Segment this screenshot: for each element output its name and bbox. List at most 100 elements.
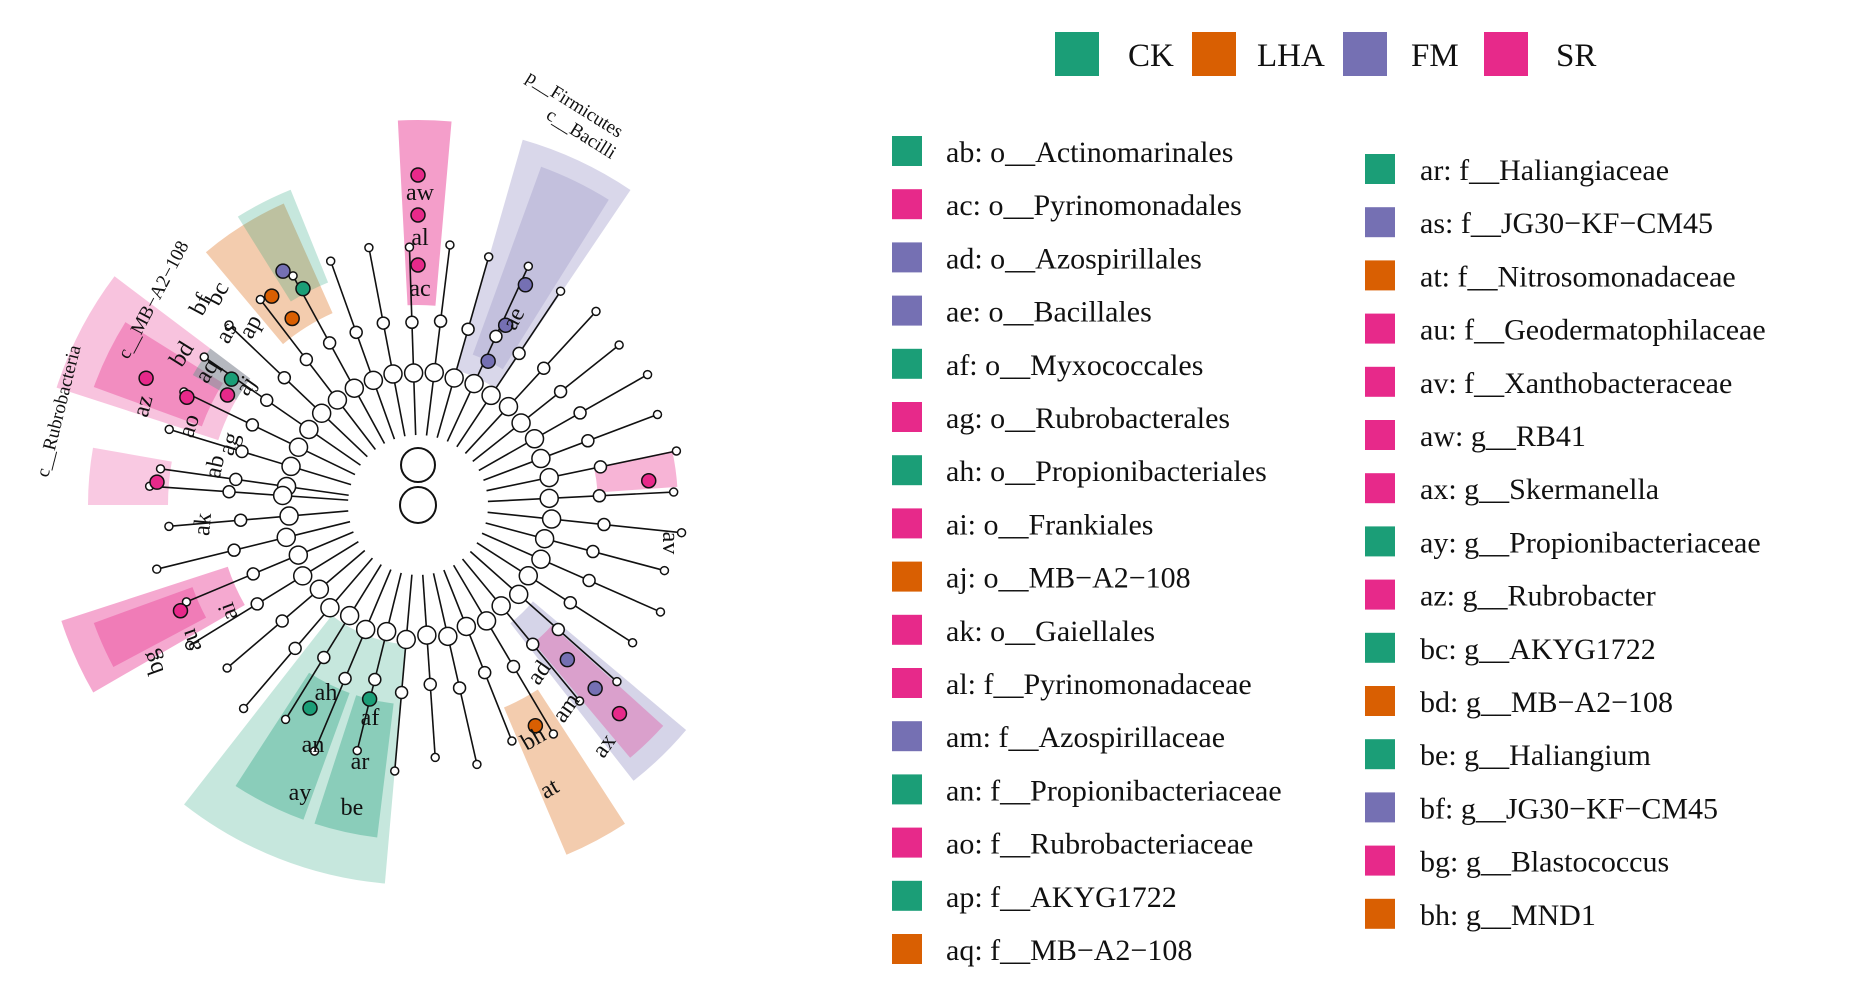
significant-node-20 <box>559 651 576 668</box>
taxon-swatch-left-13 <box>892 827 922 858</box>
taxon-swatch-right-2 <box>1365 260 1395 291</box>
node-1-0 <box>281 456 301 477</box>
node-11-2 <box>483 252 494 262</box>
node-2-1 <box>245 418 260 432</box>
node-28-1 <box>452 681 467 695</box>
node-16-1 <box>573 406 587 420</box>
node-3-0 <box>299 419 319 440</box>
legend-label-fm: FM <box>1411 38 1459 74</box>
node-9-2 <box>404 242 415 252</box>
branch-39 <box>168 510 349 528</box>
taxon-label-left-4: af: o__Myxococcales <box>946 349 1203 382</box>
taxon-label-right-10: bd: g__MB−A2−108 <box>1420 686 1673 719</box>
significant-node-22 <box>611 705 628 722</box>
node-33-0 <box>339 605 360 626</box>
significant-node-21 <box>587 680 603 697</box>
node-21-1 <box>586 544 600 559</box>
legend-label-lha: LHA <box>1257 38 1325 74</box>
node-40-1 <box>222 485 236 499</box>
branch-10 <box>425 244 451 436</box>
node-29-0 <box>417 625 437 645</box>
significant-node-1 <box>410 207 426 223</box>
branch-38 <box>156 520 351 570</box>
taxon-swatch-right-6 <box>1365 473 1395 504</box>
significant-node-12 <box>219 387 236 403</box>
branch-16 <box>478 373 648 472</box>
node-23-0 <box>518 566 539 586</box>
branch-35 <box>226 549 366 669</box>
significant-node-3 <box>517 277 534 293</box>
branch-5 <box>259 299 377 450</box>
node-7-0 <box>363 370 384 391</box>
node-21-0 <box>534 528 555 549</box>
node-27-1 <box>477 665 492 680</box>
node-17-1 <box>581 434 595 448</box>
node-10-2 <box>445 240 455 250</box>
branch-27 <box>443 569 513 742</box>
node-1-2 <box>164 424 174 435</box>
taxon-label-right-13: bg: g__Blastococcus <box>1420 846 1669 879</box>
node-17-0 <box>531 448 551 469</box>
taxon-swatch-right-9 <box>1365 632 1395 663</box>
taxon-label-right-3: au: f__Geodermatophilaceae <box>1420 314 1766 347</box>
taxon-swatch-right-13 <box>1365 845 1395 876</box>
taxon-label-left-0: ab: o__Actinomarinales <box>946 136 1233 169</box>
leaf-label-av: av <box>657 532 683 555</box>
node-30-1 <box>394 685 409 700</box>
leaf-label-ah: ah <box>315 680 338 706</box>
taxon-swatch-right-3 <box>1365 313 1395 344</box>
node-22-0 <box>531 549 551 569</box>
taxon-swatch-left-6 <box>892 455 922 486</box>
taxon-swatch-right-5 <box>1365 420 1395 450</box>
taxon-swatch-right-8 <box>1365 579 1395 610</box>
taxon-label-left-10: al: f__Pyrinomonadaceae <box>946 668 1252 701</box>
branch-2 <box>183 391 356 476</box>
taxon-swatch-left-0 <box>892 136 922 166</box>
taxon-swatch-right-4 <box>1365 366 1395 397</box>
legend-swatch-ck <box>1055 32 1099 76</box>
significant-node-2 <box>410 257 426 273</box>
node-36-1 <box>250 597 264 611</box>
legend-label-ck: CK <box>1128 38 1174 74</box>
node-10-0 <box>424 362 445 383</box>
node-32-0 <box>355 619 376 640</box>
branch-24 <box>469 550 618 683</box>
taxon-label-left-9: ak: o__Gaiellales <box>946 615 1155 648</box>
node-39-0 <box>279 506 299 526</box>
taxon-swatch-right-14 <box>1365 898 1395 929</box>
significant-node-9 <box>284 310 300 327</box>
significant-node-10 <box>138 370 154 386</box>
branch-33 <box>284 564 382 720</box>
taxon-swatch-right-11 <box>1365 739 1395 770</box>
branch-19 <box>487 491 674 503</box>
taxon-label-left-5: ag: o__Rubrobacterales <box>946 402 1230 435</box>
root-node <box>399 486 437 524</box>
significant-node-17 <box>302 700 318 716</box>
taxon-swatch-left-5 <box>892 402 922 432</box>
taxon-swatch-left-2 <box>892 242 922 273</box>
node-30-2 <box>389 766 400 776</box>
node-3-2 <box>199 352 209 362</box>
legend-swatch-sr <box>1484 32 1528 76</box>
node-29-2 <box>430 752 440 763</box>
node-13-1 <box>512 346 526 361</box>
taxon-swatch-left-8 <box>892 561 922 592</box>
taxon-swatch-left-1 <box>892 189 922 220</box>
branch-21 <box>485 522 665 572</box>
taxon-label-right-4: av: f__Xanthobacteraceae <box>1420 367 1732 400</box>
node-18-2 <box>671 446 682 456</box>
taxon-label-right-9: bc: g__AKYG1722 <box>1420 633 1656 666</box>
taxon-label-left-1: ac: o__Pyrinomonadales <box>946 189 1242 222</box>
node-13-0 <box>481 385 501 406</box>
node-10-1 <box>433 314 448 328</box>
branch-28 <box>432 573 478 765</box>
node-18-0 <box>539 467 559 488</box>
branch-32 <box>313 569 392 752</box>
taxon-swatch-left-14 <box>892 880 922 911</box>
branch-23 <box>476 542 634 644</box>
node-29-1 <box>423 677 437 692</box>
taxon-label-left-3: ae: o__Bacillales <box>946 296 1152 329</box>
leaf-label-al: al <box>411 225 429 251</box>
branch-22 <box>481 532 661 613</box>
group-legend: CK LHA FM SR <box>1055 32 1596 76</box>
